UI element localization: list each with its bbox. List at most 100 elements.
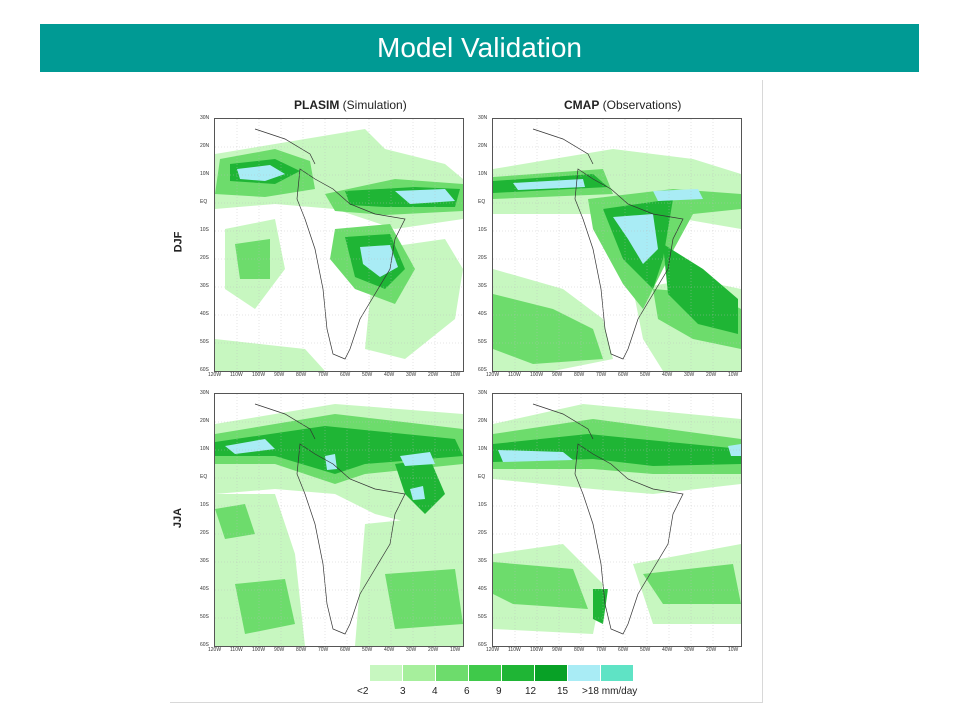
lat-tick-label: 10N xyxy=(478,446,488,452)
lon-tick-label: 110W xyxy=(230,647,243,653)
lat-tick-label: 20N xyxy=(200,418,210,424)
legend-swatch xyxy=(535,665,568,681)
lon-tick-label: 120W xyxy=(208,372,222,378)
lat-tick-label: 40S xyxy=(478,311,487,317)
legend-label: 4 xyxy=(432,686,438,697)
lat-tick-label: 30N xyxy=(200,390,210,396)
lat-tick-label: 10N xyxy=(478,171,488,177)
lat-tick-label: 10S xyxy=(478,502,487,508)
lon-tick-label: 100W xyxy=(530,647,544,653)
lat-tick-label: EQ xyxy=(200,199,208,205)
lon-tick-label: 10W xyxy=(450,647,461,653)
lon-tick-label: 50W xyxy=(640,647,651,653)
lat-tick-label: 20S xyxy=(200,530,209,536)
lon-tick-label: 30W xyxy=(684,647,695,653)
lon-tick-label: 70W xyxy=(596,372,607,378)
legend-label: <2 xyxy=(357,686,369,697)
lat-tick-label: 10S xyxy=(200,227,209,233)
lat-tick-label: 20N xyxy=(478,143,488,149)
lat-tick-label: 60S xyxy=(200,642,209,648)
lon-tick-label: 70W xyxy=(318,372,329,378)
legend-label: 15 xyxy=(557,686,569,697)
lon-tick-label: 60W xyxy=(618,647,629,653)
lon-tick-label: 30W xyxy=(406,647,417,653)
lon-tick-label: 110W xyxy=(230,372,243,378)
lon-tick-label: 90W xyxy=(274,372,285,378)
lat-tick-label: 20N xyxy=(200,143,210,149)
lon-tick-label: 120W xyxy=(208,647,222,653)
lon-tick-label: 30W xyxy=(684,372,695,378)
lon-tick-label: 40W xyxy=(662,647,673,653)
map-panel-cmap-djf xyxy=(492,118,742,372)
precipitation-legend xyxy=(370,665,634,681)
lat-tick-label: 30S xyxy=(478,283,487,289)
slide-title: Model Validation xyxy=(40,24,919,72)
lon-tick-label: 40W xyxy=(384,372,395,378)
lon-tick-label: 80W xyxy=(296,372,307,378)
lon-tick-label: 40W xyxy=(384,647,395,653)
lon-tick-label: 60W xyxy=(340,372,351,378)
lon-tick-label: 30W xyxy=(406,372,417,378)
lon-tick-label: 70W xyxy=(318,647,329,653)
lon-tick-label: 10W xyxy=(728,372,739,378)
legend-label: 6 xyxy=(464,686,470,697)
lon-tick-label: 90W xyxy=(274,647,285,653)
lat-tick-label: 20S xyxy=(478,530,487,536)
legend-label: >18 mm/day xyxy=(582,686,638,697)
lon-tick-label: 100W xyxy=(252,372,266,378)
legend-labels: <2 3 4 6 9 12 15 >18 mm/day xyxy=(355,686,637,700)
lat-tick-label: 30N xyxy=(200,115,210,121)
legend-swatch xyxy=(568,665,601,681)
lat-tick-label: 60S xyxy=(478,642,487,648)
lon-tick-label: 50W xyxy=(640,372,651,378)
lon-tick-label: 100W xyxy=(252,647,266,653)
lat-tick-label: 20S xyxy=(200,255,209,261)
lat-tick-label: 60S xyxy=(200,367,209,373)
row-label-jja: JJA xyxy=(172,507,185,529)
lat-tick-label: 50S xyxy=(478,339,487,345)
lat-tick-label: 50S xyxy=(478,614,487,620)
lon-tick-label: 90W xyxy=(552,647,563,653)
lon-tick-label: 50W xyxy=(362,372,373,378)
lat-tick-label: 10N xyxy=(200,171,210,177)
lon-tick-label: 60W xyxy=(340,647,351,653)
lon-tick-label: 80W xyxy=(574,372,585,378)
lat-tick-label: 60S xyxy=(478,367,487,373)
lat-tick-label: 20S xyxy=(478,255,487,261)
lat-tick-label: 40S xyxy=(200,311,209,317)
lon-tick-label: 20W xyxy=(428,647,439,653)
legend-swatch xyxy=(436,665,469,681)
lat-tick-label: EQ xyxy=(478,199,486,205)
column-title-plasim: PLASIM (Simulation) xyxy=(294,98,407,112)
legend-swatch xyxy=(469,665,502,681)
legend-swatch xyxy=(601,665,634,681)
lat-tick-label: 30S xyxy=(200,283,209,289)
lon-tick-label: 20W xyxy=(706,647,717,653)
lon-tick-label: 80W xyxy=(296,647,307,653)
legend-swatch xyxy=(370,665,403,681)
legend-label: 12 xyxy=(525,686,537,697)
row-label-djf: DJF xyxy=(172,231,185,253)
lon-tick-label: 80W xyxy=(574,647,585,653)
lon-tick-label: 10W xyxy=(728,647,739,653)
lon-tick-label: 40W xyxy=(662,372,673,378)
lon-tick-label: 120W xyxy=(486,372,500,378)
lon-tick-label: 110W xyxy=(508,372,521,378)
map-panel-plasim-jja xyxy=(214,393,464,647)
lon-tick-label: 70W xyxy=(596,647,607,653)
legend-label: 3 xyxy=(400,686,406,697)
legend-swatch xyxy=(403,665,436,681)
legend-label: 9 xyxy=(496,686,502,697)
lat-tick-label: EQ xyxy=(200,474,208,480)
column-title-cmap: CMAP (Observations) xyxy=(564,98,682,112)
lat-tick-label: 20N xyxy=(478,418,488,424)
lat-tick-label: 30S xyxy=(478,558,487,564)
legend-swatch xyxy=(502,665,535,681)
lon-tick-label: 20W xyxy=(706,372,717,378)
lat-tick-label: 10S xyxy=(200,502,209,508)
lon-tick-label: 110W xyxy=(508,647,521,653)
map-panel-plasim-djf xyxy=(214,118,464,372)
lat-tick-label: 40S xyxy=(478,586,487,592)
lon-tick-label: 50W xyxy=(362,647,373,653)
lat-tick-label: 10S xyxy=(478,227,487,233)
